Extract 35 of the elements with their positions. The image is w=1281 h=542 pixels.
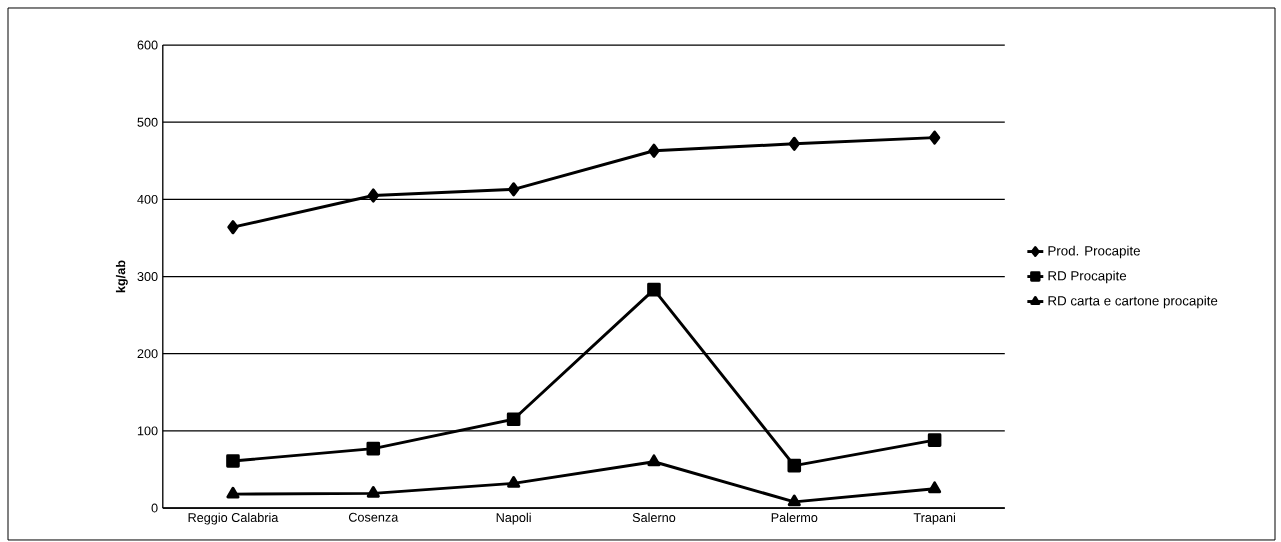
- point: [787, 458, 802, 473]
- y-tick-label: 500: [137, 117, 158, 127]
- y-axis-title: kg/ab: [115, 260, 128, 293]
- y-tick-label: 0: [151, 503, 158, 513]
- legend-label: RD carta e cartone procapite: [1048, 295, 1218, 309]
- point: [506, 412, 521, 427]
- y-tick-label: 400: [137, 194, 158, 204]
- point: [648, 143, 660, 158]
- point: [647, 454, 661, 467]
- point: [227, 220, 239, 235]
- y-tick-label: 600: [137, 40, 158, 50]
- legend-label: Prod. Procapite: [1048, 245, 1140, 259]
- point: [367, 188, 379, 203]
- point: [927, 433, 942, 447]
- point: [928, 130, 941, 145]
- point: [928, 481, 942, 494]
- point: [788, 136, 800, 151]
- x-tick-label: Cosenza: [348, 512, 399, 522]
- point: [507, 182, 520, 197]
- x-tick-label: Napoli: [496, 512, 531, 525]
- y-tick-label: 200: [137, 349, 158, 359]
- y-tick-label: 300: [137, 272, 158, 282]
- x-tick-label: Palermo: [771, 512, 818, 523]
- x-tick-label: Trapani: [913, 512, 955, 525]
- point: [366, 441, 381, 456]
- point: [647, 282, 661, 297]
- point: [226, 486, 240, 499]
- point: [366, 486, 380, 498]
- legend-label: RD Procapite: [1048, 270, 1127, 284]
- x-tick-label: Salerno: [632, 512, 676, 523]
- point: [226, 454, 240, 468]
- point: [507, 476, 521, 488]
- y-tick-label: 100: [137, 426, 158, 436]
- point: [787, 494, 801, 507]
- x-tick-label: Reggio Calabria: [188, 512, 279, 525]
